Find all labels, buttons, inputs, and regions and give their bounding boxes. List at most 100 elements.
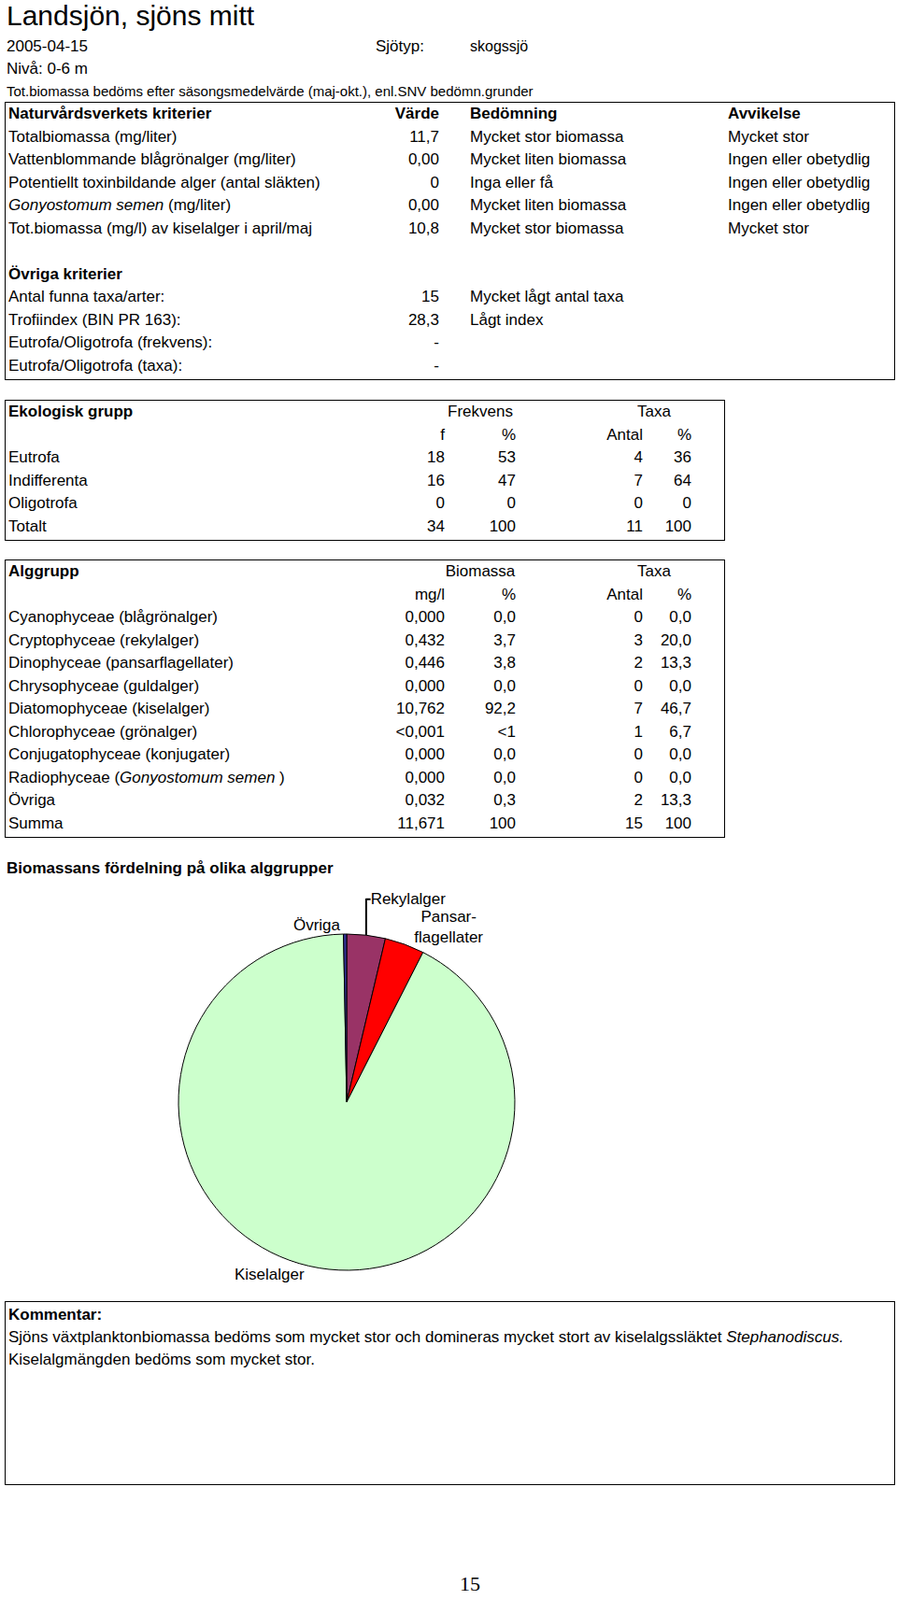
html-text:Antal: Antal: [606, 585, 643, 604]
html-text:Taxa: Taxa: [637, 402, 671, 421]
html-text:15: 15: [459, 1572, 481, 1596]
html-text:Eutrofa/Oligotrofa (taxa):: Eutrofa/Oligotrofa (taxa):: [8, 356, 183, 375]
html-text:0,000: 0,000: [405, 745, 445, 764]
html-text:Mycket stor: Mycket stor: [727, 219, 810, 237]
html-text:0,432: 0,432: [405, 631, 445, 649]
html-text:34: 34: [427, 517, 445, 535]
html-text:0,0: 0,0: [493, 676, 516, 695]
html-text:Ingen eller obetydlig: Ingen eller obetydlig: [727, 196, 871, 214]
html-text:<0,001: <0,001: [395, 722, 445, 741]
html-text:47: 47: [498, 471, 516, 490]
html-text:100: 100: [664, 517, 692, 535]
html-text:0,032: 0,032: [405, 791, 445, 810]
html-text:Mycket liten biomassa: Mycket liten biomassa: [469, 150, 627, 169]
html-text:28,3: 28,3: [408, 310, 440, 329]
html-text:Oligotrofa: Oligotrofa: [8, 494, 78, 513]
html-text:Mycket liten biomassa: Mycket liten biomassa: [469, 196, 627, 214]
html-text:Taxa: Taxa: [637, 562, 671, 581]
html-text:Kommentar:: Kommentar:: [8, 1306, 102, 1325]
html-text:Chrysophyceae (guldalger): Chrysophyceae (guldalger): [8, 676, 200, 695]
html-text:11,7: 11,7: [409, 127, 440, 146]
html-text:Cyanophyceae (blågrönalger): Cyanophyceae (blågrönalger): [8, 608, 218, 627]
html-text:53: 53: [498, 448, 516, 467]
html-text:Sjöns växtplanktonbiomassa bed: Sjöns växtplanktonbiomassa bedöms som my…: [8, 1328, 844, 1347]
html-text:0,000: 0,000: [405, 608, 445, 627]
html-text:Diatomophyceae (kiselalger): Diatomophyceae (kiselalger): [8, 699, 210, 718]
html-text:64: 64: [673, 471, 692, 490]
svg-text:Pansar-flagellater: Pansar-flagellater: [413, 908, 484, 947]
html-text:0,0: 0,0: [669, 745, 692, 764]
svg-text:Kiselalger: Kiselalger: [234, 1266, 305, 1284]
html-text:10,8: 10,8: [408, 219, 440, 237]
html-text:Mycket stor: Mycket stor: [727, 127, 810, 146]
html-text:Totalbiomassa (mg/liter): Totalbiomassa (mg/liter): [8, 127, 178, 146]
html-text:0,3: 0,3: [493, 791, 516, 810]
html-text:Antal: Antal: [606, 425, 643, 444]
html-text:11,671: 11,671: [397, 814, 445, 833]
html-text:Landsjön, sjöns mitt: Landsjön, sjöns mitt: [6, 0, 255, 31]
html-text:36: 36: [673, 448, 692, 467]
html-text:0,0: 0,0: [669, 768, 692, 787]
html-text:Summa: Summa: [8, 814, 64, 833]
html-text:2005-04-15: 2005-04-15: [6, 37, 88, 56]
html-text:Totalt: Totalt: [8, 517, 47, 535]
html-text:16: 16: [427, 471, 445, 490]
html-text:Trofiindex (BIN PR 163):: Trofiindex (BIN PR 163):: [8, 310, 181, 329]
svg-text:Rekylalger: Rekylalger: [370, 890, 447, 909]
html-text:Lågt index: Lågt index: [469, 310, 544, 329]
html-text:Övriga: Övriga: [8, 791, 56, 810]
html-text:Värde: Värde: [395, 104, 440, 123]
html-text:10,762: 10,762: [396, 699, 445, 718]
html-text:Mycket stor biomassa: Mycket stor biomassa: [469, 127, 624, 146]
html-text:Potentiellt toxinbildande alge: Potentiellt toxinbildande alger (antal s…: [8, 173, 321, 192]
html-text:Biomassa: Biomassa: [445, 562, 516, 581]
html-text:Ingen eller obetydlig: Ingen eller obetydlig: [727, 150, 871, 169]
html-text:0,000: 0,000: [405, 676, 445, 695]
html-text:Alggrupp: Alggrupp: [8, 562, 79, 581]
html-text:100: 100: [489, 517, 516, 535]
html-text:Övriga kriterier: Övriga kriterier: [8, 264, 123, 283]
html-text:6,7: 6,7: [669, 722, 692, 741]
html-text:100: 100: [664, 814, 692, 833]
html-text:0,00: 0,00: [408, 196, 440, 214]
html-text:mg/l: mg/l: [414, 585, 445, 604]
html-text:0,000: 0,000: [405, 768, 445, 787]
html-text:Nivå: 0-6 m: Nivå: 0-6 m: [6, 59, 88, 78]
html-text:0,0: 0,0: [669, 676, 692, 695]
html-text:Chlorophyceae (grönalger): Chlorophyceae (grönalger): [8, 722, 198, 741]
html-text:Biomassans fördelning på olika: Biomassans fördelning på olika alggruppe…: [6, 859, 334, 878]
html-text:0,0: 0,0: [669, 608, 692, 627]
html-text:Bedömning: Bedömning: [469, 104, 558, 123]
html-text:Frekvens: Frekvens: [447, 402, 513, 421]
html-text:Inga eller få: Inga eller få: [469, 173, 553, 192]
html-text:Avvikelse: Avvikelse: [727, 104, 801, 123]
html-text:Mycket lågt antal taxa: Mycket lågt antal taxa: [469, 287, 624, 306]
html-text:13,3: 13,3: [660, 791, 692, 810]
html-text:0,00: 0,00: [408, 150, 440, 169]
html-text:Eutrofa: Eutrofa: [8, 448, 60, 467]
html-text:Radiophyceae (Gonyostomum seme: Radiophyceae (Gonyostomum semen): [8, 768, 285, 787]
html-text:<1: <1: [497, 722, 516, 741]
html-text:0,0: 0,0: [493, 745, 516, 764]
html-text:15: 15: [421, 287, 440, 306]
svg-text:Övriga: Övriga: [293, 916, 342, 935]
html-text:Ingen eller obetydlig: Ingen eller obetydlig: [727, 173, 871, 192]
html-text:Sjötyp:: Sjötyp:: [375, 37, 425, 56]
html-text:Indifferenta: Indifferenta: [8, 471, 88, 490]
html-text:18: 18: [427, 448, 445, 467]
html-text:0,0: 0,0: [493, 768, 516, 787]
html-text:Vattenblommande blågrönalger (: Vattenblommande blågrönalger (mg/liter): [8, 150, 296, 169]
html-text:Eutrofa/Oligotrofa (frekvens):: Eutrofa/Oligotrofa (frekvens):: [8, 333, 213, 352]
html-text:Ekologisk grupp: Ekologisk grupp: [8, 402, 133, 421]
html-text:100: 100: [489, 814, 516, 833]
html-text:Antal funna taxa/arter:: Antal funna taxa/arter:: [8, 287, 165, 306]
html-text:Tot.biomassa (mg/l) av kiselal: Tot.biomassa (mg/l) av kiselalger i apri…: [8, 219, 313, 237]
html-text:46,7: 46,7: [660, 699, 692, 718]
html-text:Mycket stor biomassa: Mycket stor biomassa: [469, 219, 624, 237]
html-text:Gonyostomum semen (mg/liter): Gonyostomum semen (mg/liter): [8, 196, 231, 214]
html-text:0,0: 0,0: [493, 608, 516, 627]
html-text:Naturvårdsverkets kriterier: Naturvårdsverkets kriterier: [8, 104, 212, 123]
html-text:92,2: 92,2: [484, 699, 516, 718]
html-text:Conjugatophyceae (konjugater): Conjugatophyceae (konjugater): [8, 745, 231, 764]
html-text:Cryptophyceae (rekylalger): Cryptophyceae (rekylalger): [8, 631, 200, 649]
